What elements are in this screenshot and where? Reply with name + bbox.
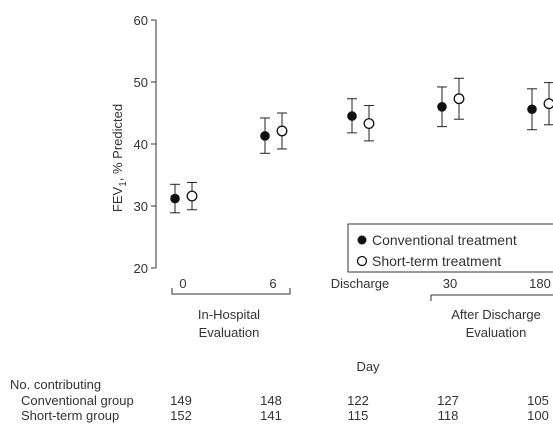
point-series0-2 [347,98,357,134]
contributing-value-row1-1: 141 [260,408,282,423]
marker-series0-0 [170,193,180,204]
legend-label-short-term: Short-term treatment [372,253,501,269]
legend-box [347,223,553,273]
contributing-value-row0-1: 148 [260,393,282,408]
group-bracket-after-discharge [430,294,553,301]
y-tick-label-30: 30 [134,199,148,214]
marker-series1-3 [453,93,465,105]
point-series1-0 [186,181,198,211]
contributing-row-label-short-term: Short-term group [21,408,119,423]
point-series0-4 [527,88,537,131]
data-marks [170,77,553,214]
marker-series1-4 [543,98,553,110]
legend-marker-conventional [357,235,367,245]
contributing-value-row0-0: 149 [170,393,192,408]
marker-series0-4 [527,104,537,115]
contributing-row-label-conventional: Conventional group [21,393,134,408]
point-series1-3 [453,77,465,120]
x-axis-title: Day [356,359,380,374]
y-axis: 20 30 40 50 60 [134,13,157,276]
y-axis-title: FEV1, % Predicted [110,104,129,212]
contributing-value-row0-2: 122 [347,393,369,408]
group-label-in-hospital-line2: Evaluation [199,325,260,340]
marker-series1-2 [363,118,375,129]
group-label-in-hospital-line1: In-Hospital [198,307,260,322]
x-tick-label-4: 180 [529,276,551,291]
group-bracket-in-hospital [171,288,291,295]
contributing-table: No. contributing Conventional group Shor… [10,377,549,423]
group-label-after-discharge-line2: Evaluation [466,325,527,340]
y-tick-label-50: 50 [134,75,148,90]
point-series1-1 [276,112,288,150]
contributing-value-row1-0: 152 [170,408,192,423]
marker-series1-0 [186,190,198,202]
x-tick-labels: 0 6 Discharge 30 180 [179,276,550,291]
x-tick-label-1: 6 [269,276,276,291]
y-tick-label-60: 60 [134,13,148,28]
point-series0-0 [170,183,180,214]
contributing-heading: No. contributing [10,377,101,392]
contributing-value-row1-3: 118 [438,408,459,423]
contributing-value-row1-4: 100 [527,408,549,423]
contributing-value-row0-4: 105 [527,393,549,408]
group-brackets: In-Hospital Evaluation After Discharge E… [171,288,553,340]
marker-series0-3 [437,102,447,112]
point-series1-4 [543,82,553,126]
y-tick-label-40: 40 [134,137,148,152]
x-tick-label-0: 0 [179,276,186,291]
contributing-value-row0-3: 127 [437,393,459,408]
contributing-value-row1-2: 115 [348,408,369,423]
marker-series1-1 [276,125,288,137]
marker-series0-1 [260,131,270,141]
x-tick-label-3: 30 [443,276,457,291]
legend-label-conventional: Conventional treatment [372,232,517,248]
point-series0-1 [260,117,270,154]
marker-series0-2 [347,111,357,121]
point-series0-3 [437,86,447,128]
x-tick-label-2: Discharge [331,276,390,291]
y-tick-label-20: 20 [134,261,148,276]
legend: Conventional treatment Short-term treatm… [347,223,553,273]
group-label-after-discharge-line1: After Discharge [451,307,541,322]
point-series1-2 [363,105,375,142]
legend-marker-short-term [356,255,368,267]
